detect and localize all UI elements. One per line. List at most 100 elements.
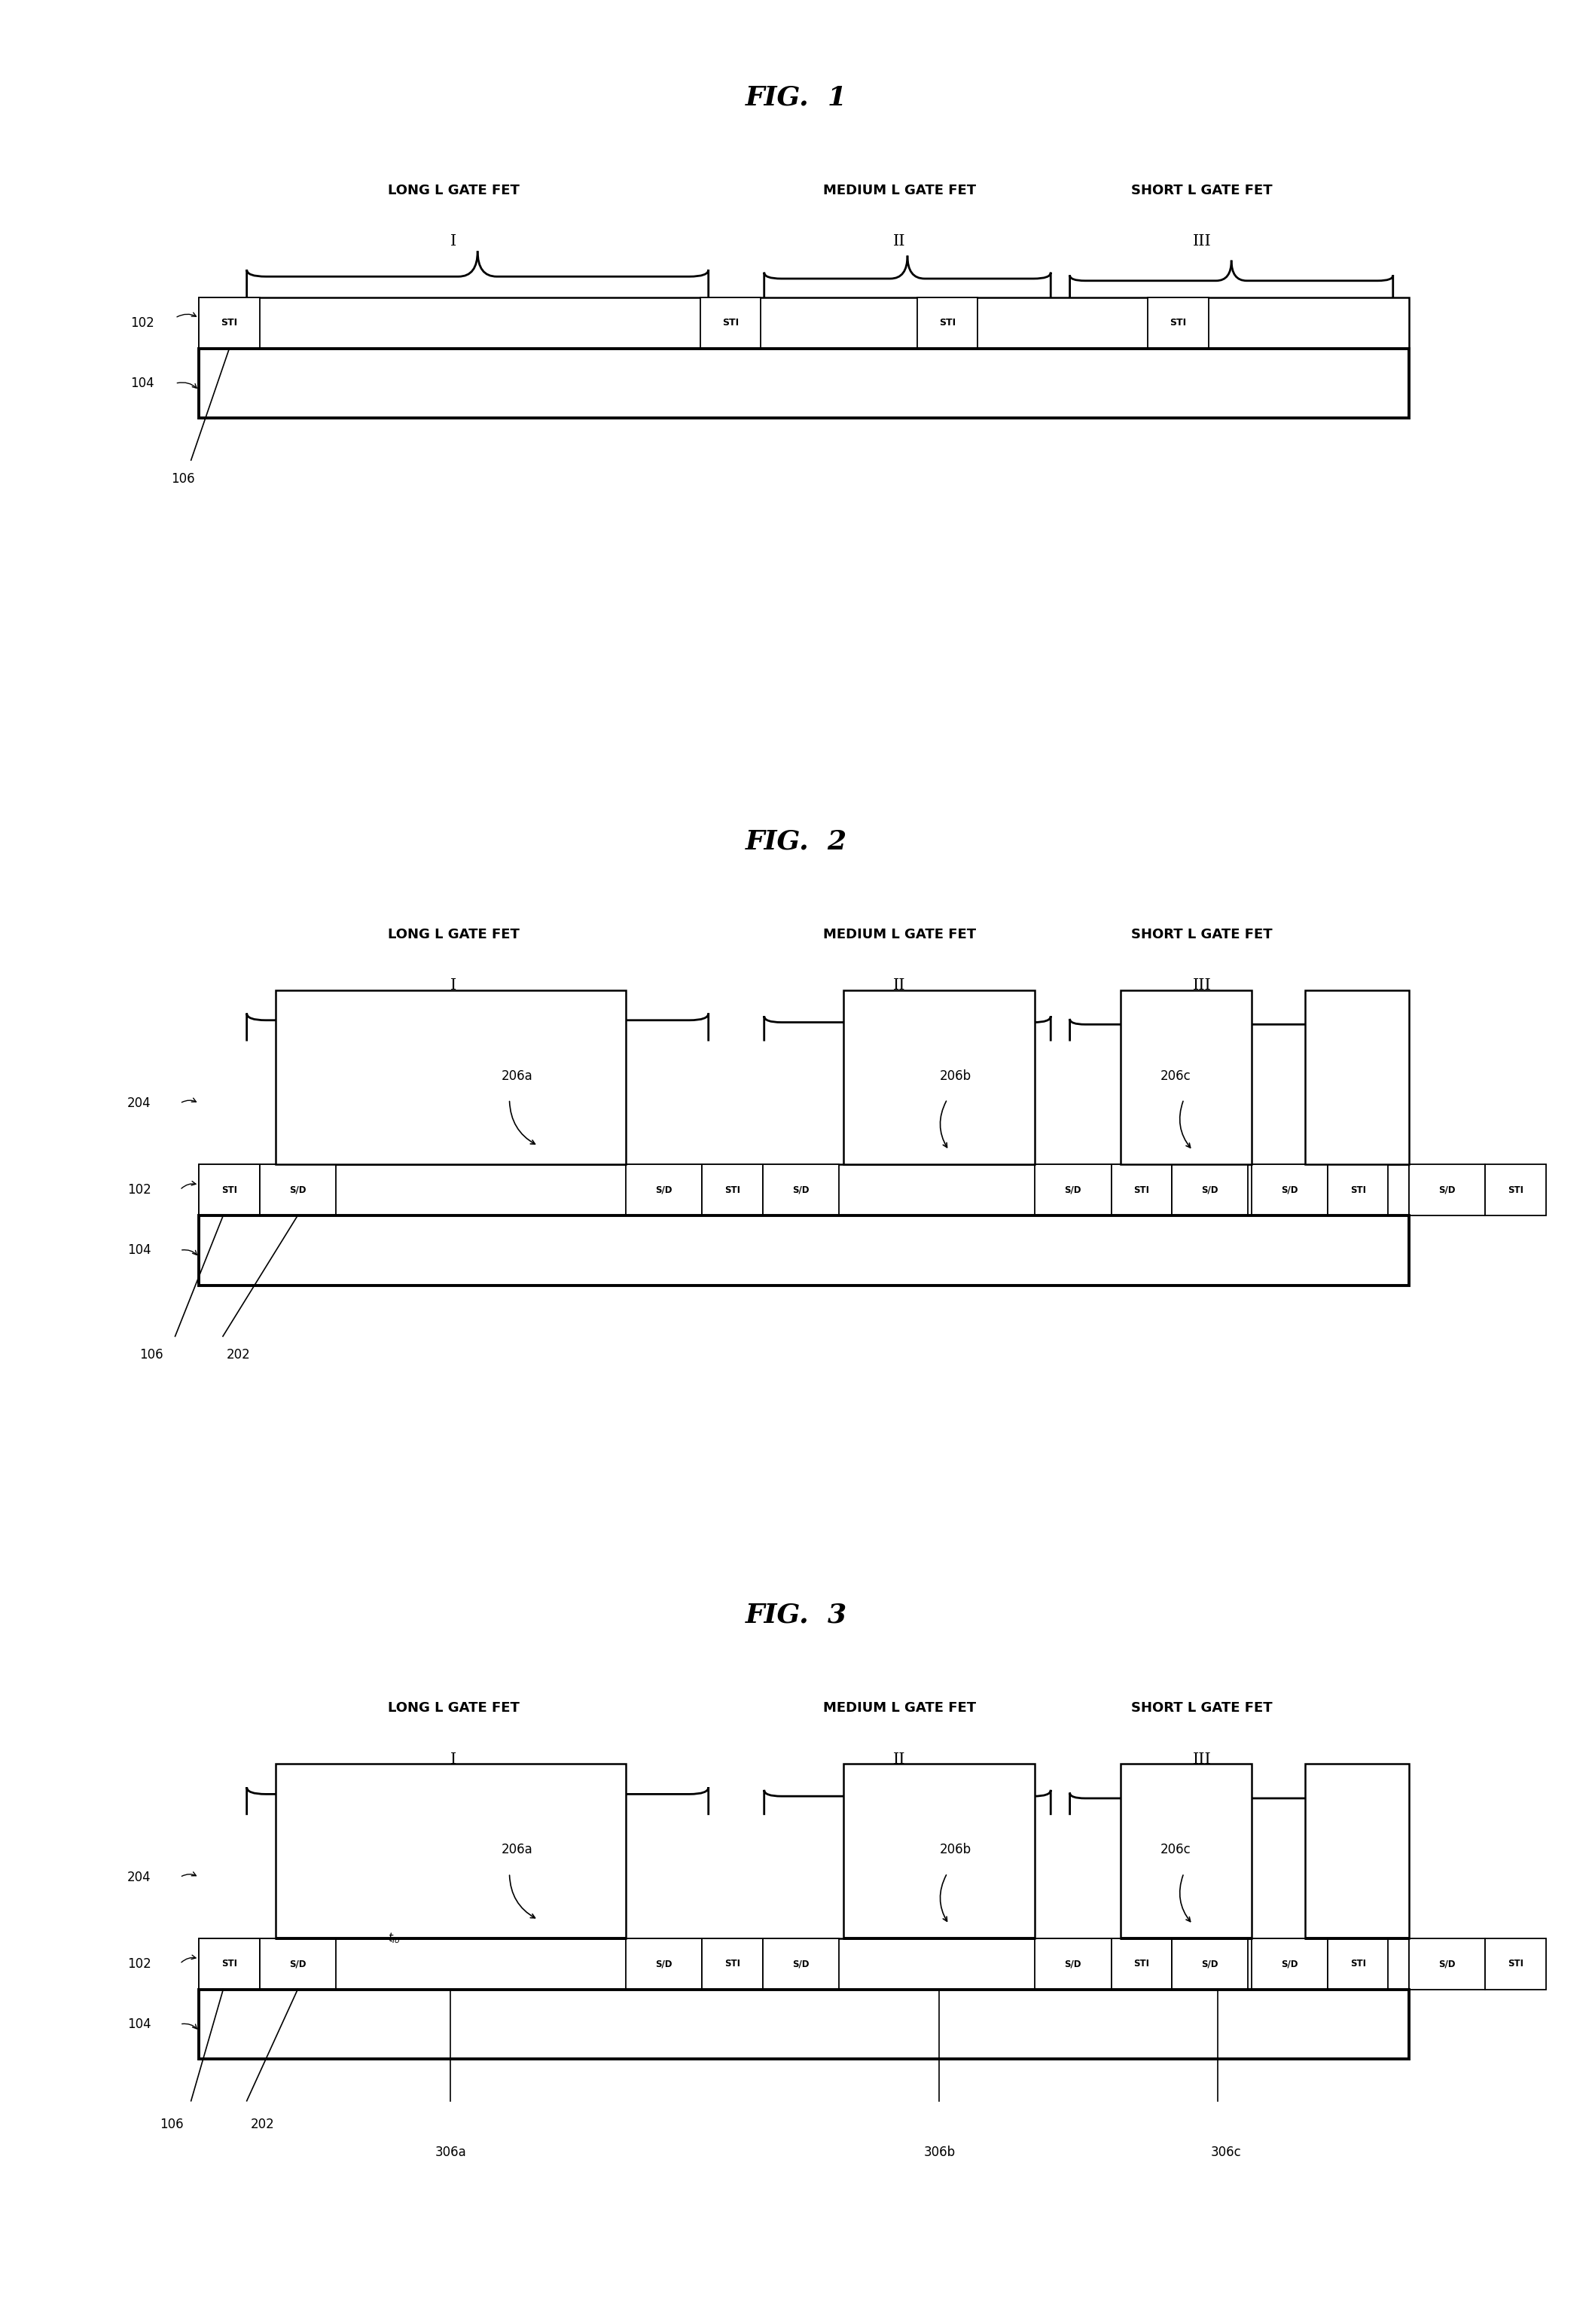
Text: 104: 104 (127, 2017, 151, 2031)
Bar (844, 1764, 1035, 1938)
Bar (1409, 1938, 1485, 1989)
Text: STI: STI (723, 318, 739, 328)
Bar (259, 1164, 336, 1215)
Text: 102: 102 (127, 1183, 151, 1197)
Text: FIG.  1: FIG. 1 (745, 84, 847, 112)
Bar (275, 990, 626, 1164)
Text: 204: 204 (127, 1871, 151, 1885)
Text: FIG.  2: FIG. 2 (745, 827, 847, 855)
Text: MEDIUM L GATE FET: MEDIUM L GATE FET (823, 184, 976, 198)
Text: 204: 204 (127, 1097, 151, 1111)
Text: III: III (1192, 235, 1212, 249)
Bar (199, 297, 1409, 349)
Text: S/D: S/D (1065, 1959, 1081, 1968)
Text: S/D: S/D (290, 1185, 306, 1195)
Text: I: I (451, 1752, 457, 1766)
Bar (1172, 1164, 1248, 1215)
Text: S/D: S/D (1202, 1185, 1218, 1195)
Text: 106: 106 (161, 2117, 183, 2131)
Text: 206a: 206a (501, 1843, 533, 1857)
Bar (1251, 1938, 1328, 1989)
Text: S/D: S/D (1282, 1959, 1297, 1968)
Text: STI: STI (724, 1185, 740, 1195)
Text: LONG L GATE FET: LONG L GATE FET (388, 927, 519, 941)
Bar (1328, 1164, 1388, 1215)
Text: STI: STI (221, 1959, 237, 1968)
Text: STI: STI (221, 1185, 237, 1195)
Text: 104: 104 (131, 376, 154, 390)
Text: S/D: S/D (1065, 1185, 1081, 1195)
Bar (763, 1164, 839, 1215)
Bar (199, 349, 1409, 418)
Text: S/D: S/D (656, 1185, 672, 1195)
Bar (702, 1938, 763, 1989)
Text: STI: STI (221, 318, 237, 328)
Text: 202: 202 (250, 2117, 275, 2131)
Text: STI: STI (1170, 318, 1186, 328)
Bar (1485, 1938, 1546, 1989)
Bar (1121, 990, 1251, 1164)
Bar (1328, 1938, 1388, 1989)
Text: 106: 106 (172, 472, 194, 486)
Text: 306b: 306b (923, 2145, 955, 2159)
Bar (199, 1989, 1409, 2059)
Text: $t_{io}$: $t_{io}$ (387, 1931, 400, 1945)
Bar (199, 1938, 259, 1989)
Text: 206c: 206c (1161, 1069, 1191, 1083)
Text: 206b: 206b (939, 1843, 971, 1857)
Text: S/D: S/D (793, 1959, 809, 1968)
Bar (1148, 297, 1208, 349)
Text: 106: 106 (140, 1348, 162, 1362)
Text: SHORT L GATE FET: SHORT L GATE FET (1132, 1701, 1272, 1715)
Text: 206a: 206a (501, 1069, 533, 1083)
Text: S/D: S/D (656, 1959, 672, 1968)
Text: STI: STI (939, 318, 955, 328)
Text: LONG L GATE FET: LONG L GATE FET (388, 184, 519, 198)
Text: III: III (1192, 978, 1212, 992)
Text: STI: STI (1508, 1185, 1524, 1195)
Bar (1111, 1938, 1172, 1989)
Text: II: II (893, 978, 906, 992)
Text: STI: STI (1350, 1185, 1366, 1195)
Text: 104: 104 (127, 1243, 151, 1257)
Text: 102: 102 (127, 1957, 151, 1971)
Text: MEDIUM L GATE FET: MEDIUM L GATE FET (823, 927, 976, 941)
Bar (702, 1164, 763, 1215)
Bar (917, 297, 977, 349)
Bar (199, 297, 259, 349)
Bar (275, 1764, 626, 1938)
Text: 206c: 206c (1161, 1843, 1191, 1857)
Text: S/D: S/D (1439, 1185, 1455, 1195)
Text: 306a: 306a (435, 2145, 466, 2159)
Text: I: I (451, 235, 457, 249)
Text: 102: 102 (131, 316, 154, 330)
Text: 206b: 206b (939, 1069, 971, 1083)
Text: STI: STI (1134, 1185, 1149, 1195)
Text: STI: STI (1508, 1959, 1524, 1968)
Bar (1409, 1164, 1485, 1215)
Bar (1305, 990, 1409, 1164)
Text: LONG L GATE FET: LONG L GATE FET (388, 1701, 519, 1715)
Bar (1172, 1938, 1248, 1989)
Text: S/D: S/D (793, 1185, 809, 1195)
Bar (1121, 1764, 1251, 1938)
Text: MEDIUM L GATE FET: MEDIUM L GATE FET (823, 1701, 976, 1715)
Text: STI: STI (724, 1959, 740, 1968)
Text: II: II (893, 235, 906, 249)
Text: 306c: 306c (1210, 2145, 1242, 2159)
Bar (700, 297, 761, 349)
Text: SHORT L GATE FET: SHORT L GATE FET (1132, 184, 1272, 198)
Bar (763, 1938, 839, 1989)
Text: S/D: S/D (290, 1959, 306, 1968)
Bar (199, 1164, 1409, 1215)
Text: 202: 202 (226, 1348, 252, 1362)
Bar (1035, 1164, 1111, 1215)
Text: STI: STI (1134, 1959, 1149, 1968)
Text: I: I (451, 978, 457, 992)
Bar (199, 1938, 1409, 1989)
Bar (1035, 1938, 1111, 1989)
Bar (259, 1938, 336, 1989)
Bar (844, 990, 1035, 1164)
Bar (199, 1164, 259, 1215)
Bar (626, 1164, 702, 1215)
